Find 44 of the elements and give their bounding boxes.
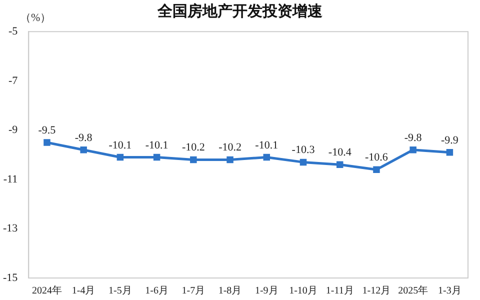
chart-title: 全国房地产开发投资增速	[158, 4, 322, 20]
data-label: -10.1	[255, 139, 278, 152]
x-tick-label: 2025年	[398, 284, 428, 297]
y-tick-label: -13	[2, 222, 18, 235]
point	[153, 154, 160, 161]
point	[373, 166, 380, 173]
point	[226, 156, 234, 164]
data-label: -9.5	[38, 124, 56, 136]
x-tick-label: 1-5月	[108, 286, 132, 297]
y-axis-title: （%）	[20, 11, 52, 25]
x-tick-label: 1-12月	[362, 286, 391, 297]
x-tick-label: 1-8月	[218, 286, 242, 297]
point	[410, 146, 416, 154]
data-label: -10.3	[292, 144, 316, 156]
x-tick-label: 1-4月	[72, 286, 96, 297]
point	[44, 139, 50, 146]
x-tick-label: 1-3月	[438, 286, 462, 297]
data-label: -10.2	[218, 142, 242, 154]
data-label: -10.2	[182, 142, 205, 154]
x-tick-label: 1-9月	[254, 286, 278, 297]
x-tick-label: 1-7月	[182, 286, 206, 297]
point	[263, 154, 270, 161]
y-tick-label: -15	[2, 272, 18, 284]
point	[116, 154, 124, 161]
y-tick-label: -5	[8, 25, 18, 38]
point	[300, 158, 307, 166]
x-tick-label: 2024年	[32, 284, 62, 297]
point	[336, 161, 344, 168]
y-tick-label: -9	[8, 124, 18, 136]
y-tick-label: -7	[8, 74, 18, 87]
y-tick-label: -11	[3, 173, 18, 186]
data-label: -9.8	[74, 132, 93, 144]
data-label: -10.6	[365, 152, 388, 164]
data-label: -9.8	[404, 132, 422, 144]
point	[80, 146, 87, 154]
x-tick-label: 1-6月	[145, 286, 168, 297]
x-tick-label: 1-10月	[289, 286, 318, 297]
data-label: -10.1	[108, 139, 132, 152]
point	[190, 156, 197, 164]
data-label: -10.4	[328, 146, 352, 159]
data-label: -10.1	[145, 139, 168, 152]
point	[446, 148, 454, 156]
data-label: -9.9	[440, 134, 459, 146]
x-tick-label: 1-11月	[326, 286, 354, 297]
